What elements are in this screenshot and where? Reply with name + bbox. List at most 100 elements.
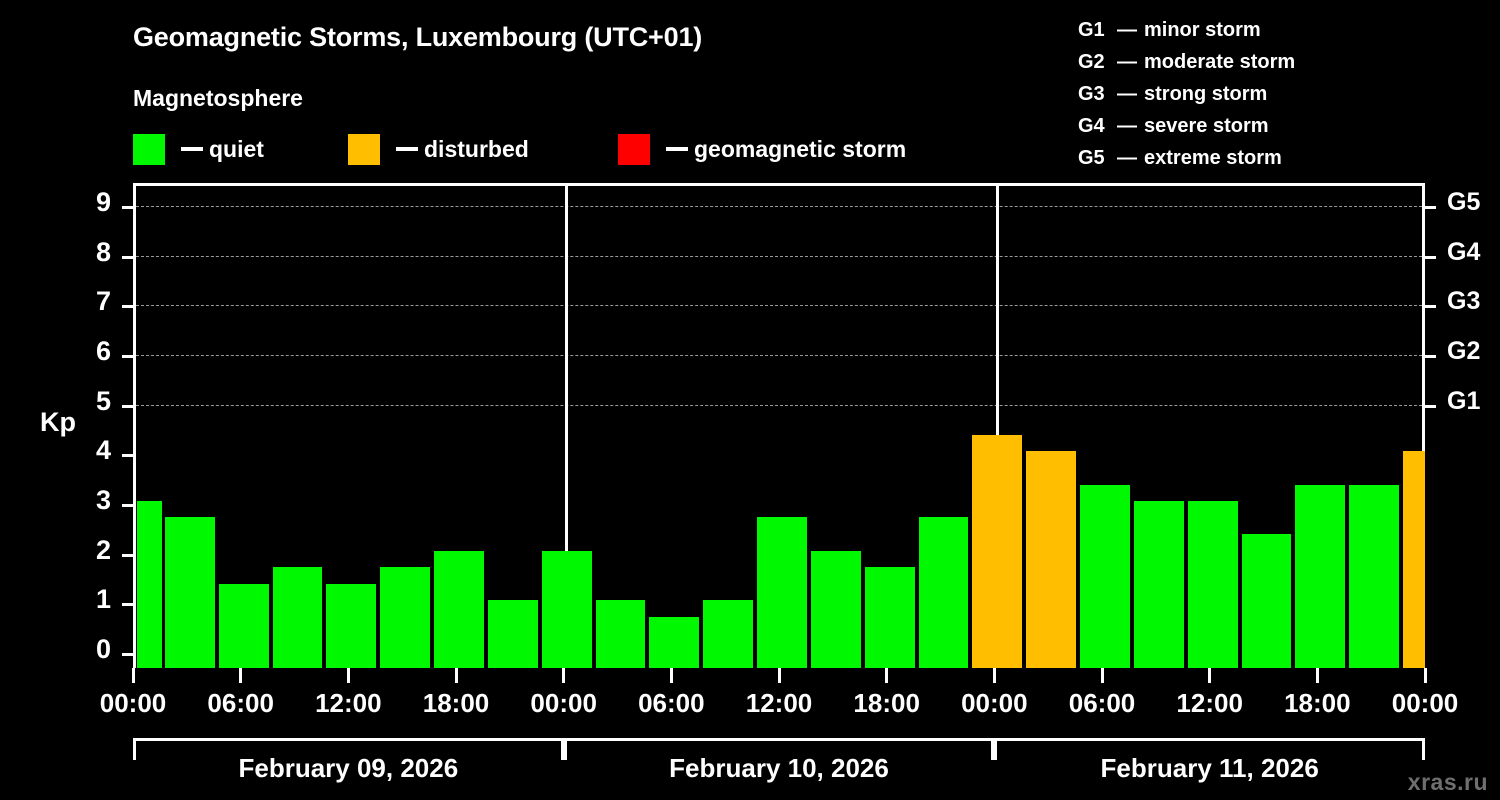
- legend-swatch-disturbed: [348, 133, 380, 165]
- legend-label-geomagnetic-storm: geomagnetic storm: [694, 135, 907, 162]
- x-axis-label-8: 00:00: [961, 688, 1028, 718]
- x-axis-tick-3: [454, 668, 458, 683]
- y-axis-tick-0: [122, 653, 136, 656]
- day-label-3: February 11, 2026: [1100, 753, 1319, 783]
- g-legend-description: extreme storm: [1144, 147, 1282, 169]
- g-axis-tick-g2: [1422, 355, 1436, 359]
- y-axis-tick-8: [122, 255, 136, 259]
- g-legend-row-g1: G1 — minor storm: [1078, 14, 1295, 46]
- bar: [1349, 484, 1400, 668]
- g-legend-row-g4: G4 — severe storm: [1078, 110, 1295, 142]
- plot-area: [122, 183, 1436, 668]
- y-axis-label-0: 0: [95, 634, 111, 664]
- y-axis-tick-4: [122, 454, 136, 458]
- x-axis-tick-7: [885, 668, 889, 683]
- y-axis-tick-5: [122, 404, 136, 408]
- g-legend-code: G5: [1078, 147, 1105, 169]
- x-axis-tick-10: [1208, 668, 1212, 683]
- y-axis-label-3: 3: [95, 485, 111, 516]
- x-axis-label-10: 12:00: [1176, 688, 1243, 718]
- plot-inner: [136, 186, 1422, 668]
- x-axis-label-5: 06:00: [638, 688, 705, 718]
- gridline-kp-7: [136, 305, 1422, 307]
- legend-swatch-quiet: [133, 133, 165, 165]
- x-axis-tick-12: [1423, 668, 1427, 683]
- x-axis-label-9: 06:00: [1068, 688, 1136, 718]
- x-axis-tick-9: [1100, 668, 1104, 683]
- bar: [164, 517, 215, 668]
- x-axis-tick-0: [131, 668, 135, 683]
- g-legend-dash-icon: —: [1117, 115, 1137, 137]
- legend-dash-icon: [396, 147, 418, 151]
- bar-series: [136, 186, 1425, 668]
- day-band-2: [563, 738, 995, 760]
- bar: [1080, 484, 1130, 668]
- y-axis-label-4: 4: [95, 435, 111, 466]
- bar: [1187, 501, 1238, 668]
- y-axis-tick-9: [122, 206, 136, 210]
- day-band-3: [994, 738, 1425, 760]
- legend-entry-disturbed: disturbed: [348, 133, 529, 165]
- y-axis-label-7: 7: [95, 286, 111, 317]
- g-legend-dash-icon: —: [1117, 83, 1137, 105]
- g-axis-tick-g4: [1422, 255, 1436, 259]
- legend-entry-geomagnetic-storm: geomagnetic storm: [618, 133, 906, 165]
- x-axis-label-12: 00:00: [1391, 688, 1459, 718]
- legend-entry-quiet: quiet: [133, 133, 264, 165]
- x-axis-tick-2: [346, 668, 350, 683]
- g-axis-label-g2: G2: [1447, 337, 1481, 366]
- day-separator-1: [565, 186, 569, 668]
- g-legend-description: severe storm: [1144, 115, 1269, 137]
- gridline-kp-9: [136, 206, 1422, 208]
- y-axis-tick-6: [122, 355, 136, 359]
- x-axis-label-2: 12:00: [315, 688, 382, 718]
- y-axis-tick-2: [122, 553, 136, 557]
- g-axis-label-g3: G3: [1447, 287, 1481, 316]
- y-axis-tick-7: [122, 305, 136, 309]
- g-legend-row-g5: G5 — extreme storm: [1078, 142, 1295, 174]
- legend-label-quiet: quiet: [209, 135, 264, 162]
- y-axis-label-1: 1: [95, 584, 111, 615]
- g-scale-legend: G1 — minor storm G2 — moderate storm G3 — strong…: [1078, 14, 1295, 174]
- gridline-kp-6: [136, 355, 1422, 357]
- g-legend-code: G1: [1078, 19, 1105, 41]
- g-legend-dash-icon: —: [1117, 19, 1137, 41]
- x-axis-tick-4: [562, 668, 566, 683]
- chart-subtitle: Magnetosphere: [133, 85, 303, 111]
- bar: [1026, 451, 1077, 668]
- bar: [810, 550, 861, 668]
- g-legend-code: G3: [1078, 83, 1105, 105]
- x-axis-label-11: 18:00: [1284, 688, 1351, 718]
- x-axis-tick-6: [777, 668, 781, 683]
- legend-swatch-geomagnetic-storm: [618, 133, 650, 165]
- bar: [541, 550, 592, 668]
- x-axis-label-0: 00:00: [99, 688, 167, 718]
- g-legend-row-g3: G3 — strong storm: [1078, 78, 1295, 110]
- y-axis-label-2: 2: [95, 534, 111, 565]
- x-axis-label-1: 06:00: [207, 688, 274, 718]
- day-band-1: [133, 738, 564, 760]
- bar: [1403, 451, 1425, 668]
- x-axis-tick-1: [239, 668, 243, 683]
- y-axis-title: Kp: [40, 407, 76, 437]
- bar: [326, 583, 377, 668]
- bar: [918, 517, 969, 668]
- y-axis-tick-1: [122, 603, 136, 607]
- x-axis-tick-5: [669, 668, 673, 683]
- bar: [757, 517, 807, 668]
- x-axis-tick-11: [1315, 668, 1319, 683]
- bar: [864, 567, 915, 668]
- g-legend-code: G4: [1078, 115, 1105, 137]
- y-axis-label-9: 9: [95, 187, 111, 218]
- g-legend-description: moderate storm: [1144, 51, 1296, 73]
- day-label-2: February 10, 2026: [669, 753, 889, 783]
- page-title: Geomagnetic Storms, Luxembourg (UTC+01): [133, 22, 703, 52]
- bar: [1133, 501, 1184, 668]
- bar: [703, 600, 754, 668]
- bar: [1295, 484, 1346, 668]
- bar: [649, 616, 700, 668]
- g-axis-label-g5: G5: [1447, 188, 1481, 217]
- bar: [595, 600, 646, 668]
- bar: [434, 550, 484, 668]
